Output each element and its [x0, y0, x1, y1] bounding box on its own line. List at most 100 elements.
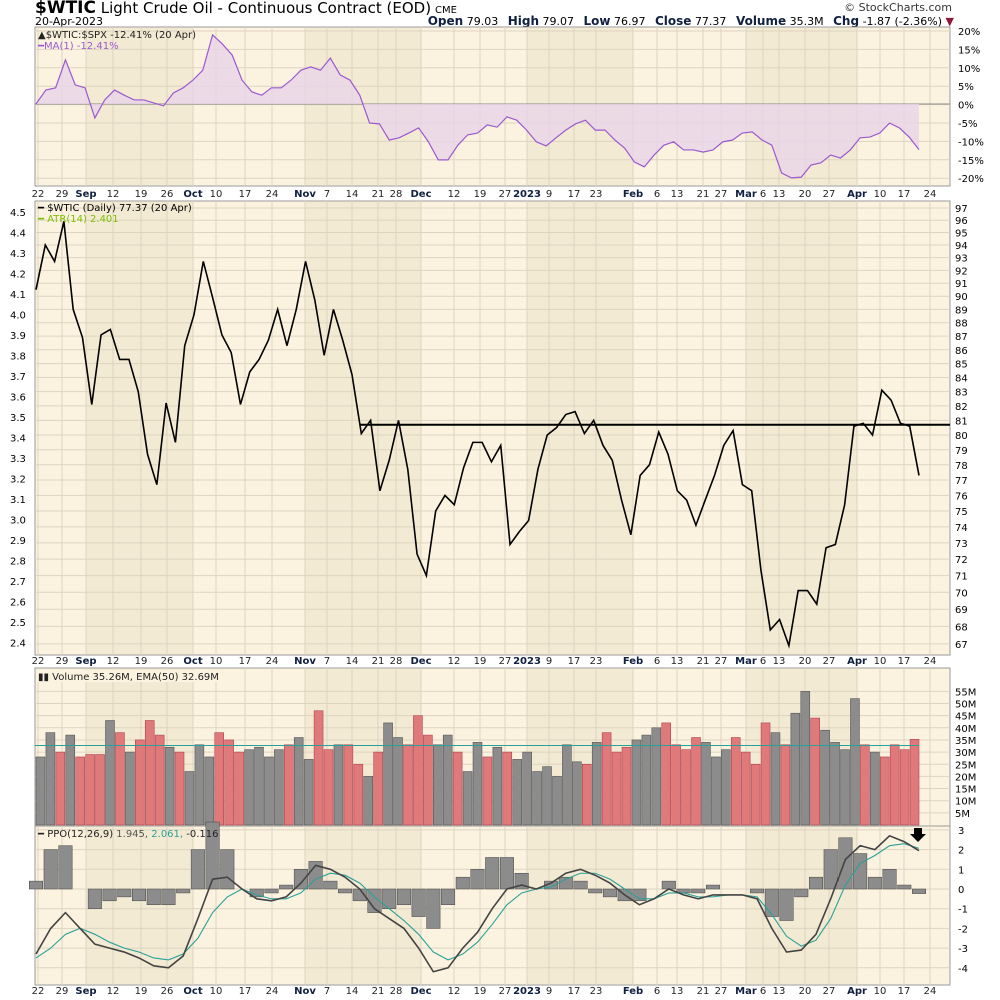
date-tick: 14 — [346, 189, 359, 200]
date-tick: 28 — [390, 656, 403, 667]
volume-bar — [750, 763, 761, 826]
atr-axis-tick: 3.7 — [10, 372, 26, 383]
date-tick: 21 — [697, 189, 710, 200]
date-tick: 13 — [671, 189, 684, 200]
volume-bar — [492, 746, 503, 826]
date-tick: 23 — [590, 986, 603, 997]
volume-bar — [154, 734, 165, 826]
date-tick: Apr — [847, 656, 867, 667]
month-band — [746, 202, 857, 654]
volume-bar — [333, 744, 344, 826]
volume-bar — [482, 756, 493, 826]
date-tick: 2023 — [513, 656, 541, 667]
date-tick: 27 — [715, 189, 728, 200]
volume-bar — [502, 751, 513, 826]
date-tick: 28 — [390, 986, 403, 997]
date-tick: 6 — [654, 189, 660, 200]
volume-bar — [323, 749, 334, 826]
volume-axis-tick: 45M — [955, 712, 976, 723]
price-axis-tick: 74 — [955, 523, 968, 534]
date-tick: 19 — [135, 189, 148, 200]
date-tick: 24 — [266, 189, 279, 200]
date-tick: 24 — [924, 986, 937, 997]
price-axis-tick: 89 — [955, 305, 968, 316]
close-value: 77.37 — [694, 15, 727, 28]
ppo-histogram-bar — [220, 849, 235, 890]
ppo-histogram-bar — [750, 888, 765, 894]
ppo-histogram-bar — [867, 876, 882, 890]
date-tick: Apr — [847, 189, 867, 200]
date-tick: 19 — [135, 986, 148, 997]
date-tick: 26 — [161, 986, 174, 997]
date-tick: 29 — [56, 986, 69, 997]
price-axis-tick: 93 — [955, 254, 968, 265]
date-tick: 27 — [823, 986, 836, 997]
volume-bar — [65, 734, 76, 826]
ppo-histogram-bar — [514, 872, 529, 890]
triangle-down-icon: ▼ — [945, 15, 954, 28]
ppo-histogram-bar — [132, 888, 147, 902]
volume-bar — [293, 737, 304, 826]
high-value: 79.07 — [542, 15, 575, 28]
ppo-histogram-bar — [808, 876, 823, 890]
ppo-legend-part: 1.945, — [116, 829, 151, 840]
volume-bar — [830, 742, 840, 826]
ppo-histogram-bar — [602, 888, 617, 898]
ppo-histogram-bar — [146, 888, 161, 906]
ppo-histogram-bar — [338, 888, 353, 894]
chart-header: $WTIC Light Crude Oil - Continuous Contr… — [0, 0, 1000, 28]
date-tick: 6 — [654, 656, 660, 667]
date-tick: 19 — [474, 986, 487, 997]
atr-axis-tick: 2.9 — [10, 536, 26, 547]
price-axis-tick: 78 — [955, 461, 968, 472]
date-tick: 14 — [346, 986, 359, 997]
date-tick: 20 — [799, 189, 812, 200]
ppo-histogram-bar — [102, 888, 117, 902]
ratio-axis-tick: 15% — [958, 45, 980, 56]
volume-bar — [174, 751, 185, 826]
ratio-line — [35, 33, 920, 179]
date-tick: 19 — [474, 189, 487, 200]
price-axis-tick: 90 — [955, 292, 968, 303]
volume-bar — [472, 742, 483, 826]
ppo-histogram-bar — [691, 888, 706, 894]
volume-bar — [601, 732, 612, 826]
ppo-histogram-bar — [87, 888, 102, 909]
ppo-histogram-bar — [249, 888, 264, 898]
volume-bar — [214, 732, 225, 826]
date-tick: 29 — [56, 656, 69, 667]
date-tick: Mar — [735, 986, 757, 997]
volume-bar — [701, 742, 711, 826]
date-tick: 19 — [474, 656, 487, 667]
volume-bar — [194, 744, 205, 826]
date-tick: 10 — [210, 656, 223, 667]
date-tick: 21 — [697, 986, 710, 997]
volume-bar — [35, 756, 46, 826]
ppo-histogram-bar — [161, 888, 176, 906]
price-axis-tick: 67 — [955, 640, 968, 651]
volume-bar — [343, 744, 354, 826]
ppo-histogram-bar — [838, 837, 853, 890]
ppo-legend-part: -0.116 — [186, 829, 218, 840]
date-tick: 7 — [324, 189, 330, 200]
atr-axis-tick: 4.4 — [10, 229, 26, 240]
date-tick: Nov — [294, 189, 316, 200]
ppo-histogram-bar — [396, 888, 411, 906]
ppo-histogram-bar — [705, 884, 720, 890]
month-band — [527, 827, 633, 984]
ratio-axis-tick: 5% — [958, 82, 974, 93]
price-axis-tick: 83 — [955, 388, 968, 399]
chg-value: -1.87 (-2.36%) — [862, 15, 943, 28]
date-tick: 29 — [56, 189, 69, 200]
volume-bar — [611, 751, 622, 826]
date-tick: 7 — [324, 656, 330, 667]
ohlc-summary: Open 79.03 High 79.07 Low 76.97 Close 77… — [422, 15, 954, 28]
date-tick: 24 — [924, 189, 937, 200]
atr-axis-tick: 3.6 — [10, 393, 26, 404]
volume-bar — [105, 720, 115, 826]
date-tick: 17 — [239, 986, 252, 997]
atr-axis-tick: 3.2 — [10, 475, 26, 486]
date-tick: 10 — [874, 656, 887, 667]
ratio-axis-tick: 20% — [958, 27, 980, 38]
date-tick: 12 — [448, 189, 461, 200]
